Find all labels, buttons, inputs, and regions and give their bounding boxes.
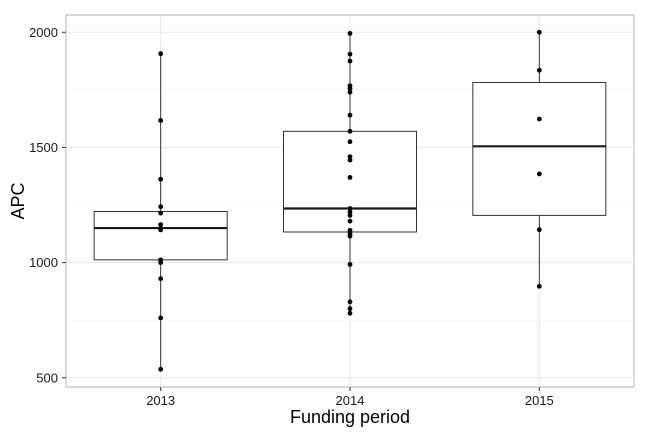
data-points — [158, 29, 542, 372]
data-point — [347, 139, 353, 145]
data-point — [536, 29, 542, 35]
data-point — [158, 51, 164, 57]
data-point — [347, 218, 353, 224]
iqr-box — [93, 210, 228, 261]
axes: 500 1000 1500 2000 2013 2014 2015 — [29, 25, 554, 408]
y-tick-label: 2000 — [29, 25, 58, 40]
data-point — [347, 174, 353, 180]
data-point — [347, 86, 353, 92]
data-point — [347, 128, 353, 134]
data-point — [158, 276, 164, 282]
data-point — [347, 154, 353, 160]
box-2015 — [472, 32, 607, 287]
data-point — [347, 89, 353, 95]
data-point — [536, 283, 542, 289]
y-tick-label: 1500 — [29, 140, 58, 155]
data-point — [347, 112, 353, 118]
data-point — [158, 204, 164, 210]
data-point — [158, 176, 164, 182]
data-point — [536, 67, 542, 73]
data-point — [158, 260, 164, 266]
boxes — [93, 32, 607, 370]
data-point — [347, 306, 353, 312]
data-point — [158, 210, 164, 216]
data-point — [347, 58, 353, 64]
data-point — [347, 209, 353, 215]
data-point — [347, 31, 353, 36]
data-point — [536, 227, 542, 233]
data-point — [347, 212, 353, 218]
x-tick-label: 2013 — [146, 393, 175, 408]
data-point — [347, 227, 353, 233]
data-point — [158, 222, 164, 228]
data-point — [347, 310, 353, 316]
iqr-box — [472, 81, 607, 216]
data-point — [347, 233, 353, 239]
y-tick-label: 500 — [36, 370, 58, 385]
y-tick-label: 1000 — [29, 255, 58, 270]
data-point — [536, 171, 542, 177]
x-axis-title: Funding period — [290, 407, 410, 427]
data-point — [158, 315, 164, 321]
x-tick-label: 2014 — [336, 393, 365, 408]
data-point — [158, 118, 164, 123]
data-point — [536, 116, 542, 122]
data-point — [347, 262, 353, 267]
data-point — [347, 206, 353, 211]
data-point — [158, 227, 164, 233]
y-axis-title: APC — [8, 182, 28, 219]
x-tick-label: 2015 — [525, 393, 554, 408]
data-point — [347, 157, 353, 163]
data-point — [158, 366, 164, 372]
data-point — [347, 51, 353, 57]
data-point — [347, 299, 353, 305]
